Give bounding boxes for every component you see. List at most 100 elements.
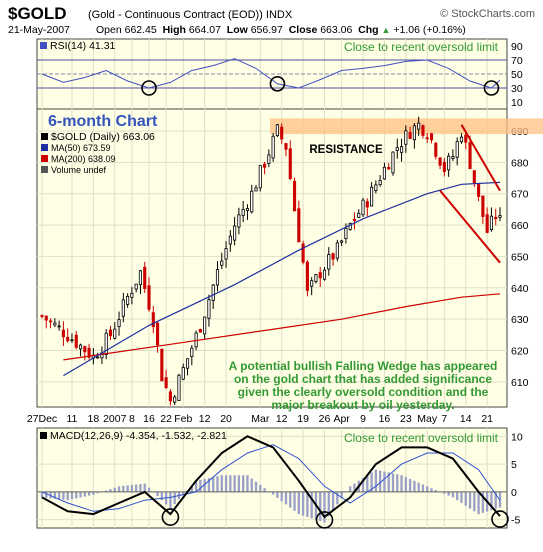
candle-body bbox=[288, 148, 292, 180]
ticker-symbol: $GOLD bbox=[8, 4, 67, 23]
legend-swatch bbox=[41, 166, 48, 173]
axis-layer: 27Dec 11 18 2007 8 16 22 Feb 12 20 Mar 12 19 26 Apr 9 16… bbox=[27, 413, 493, 425]
rsi-tick-label: 10 bbox=[511, 97, 523, 109]
candle-body bbox=[185, 358, 190, 369]
candle-body bbox=[494, 216, 498, 220]
macd-histogram-bar bbox=[160, 491, 164, 501]
candle-body bbox=[138, 270, 143, 286]
candle-body bbox=[177, 374, 181, 401]
candle-body bbox=[233, 225, 237, 241]
price-panel bbox=[36, 108, 508, 408]
rsi-oversold-circle bbox=[483, 80, 500, 96]
annotation-line-2: on the gold chart that has added signifi… bbox=[234, 372, 492, 386]
macd-histogram-bar bbox=[477, 491, 480, 515]
macd-histogram-bar bbox=[207, 478, 211, 492]
candle-body bbox=[404, 130, 408, 145]
candle-body bbox=[121, 299, 125, 317]
candle-body bbox=[434, 142, 438, 157]
candle-body bbox=[70, 339, 74, 342]
macd-tick-label: 5 bbox=[511, 459, 517, 471]
candle-body bbox=[207, 299, 211, 319]
candle-body bbox=[224, 248, 228, 260]
rsi-line bbox=[41, 58, 501, 89]
candle-body bbox=[241, 208, 245, 216]
candle-body bbox=[271, 135, 275, 159]
x-tick-label: 11 bbox=[67, 413, 78, 425]
macd-histogram-bar bbox=[96, 491, 99, 494]
x-tick-label: 7 bbox=[441, 413, 447, 425]
candle-body bbox=[87, 347, 91, 358]
candle-body bbox=[468, 142, 472, 169]
candle-body bbox=[297, 208, 301, 243]
x-tick-label: 26 bbox=[319, 413, 331, 425]
macd-tick-label: 0 bbox=[511, 487, 517, 499]
candle-body bbox=[96, 356, 100, 359]
macd-histogram-bar bbox=[396, 474, 399, 492]
chg-arrow-icon: ▲ bbox=[381, 25, 391, 35]
candle-body bbox=[464, 134, 468, 143]
macd-oversold-circle bbox=[315, 511, 334, 529]
candle-body bbox=[211, 284, 215, 301]
stockcharts-credit: © StockCharts.com bbox=[440, 8, 535, 20]
macd-histogram-bar bbox=[271, 491, 275, 495]
macd-histogram-bar bbox=[336, 491, 339, 505]
macd-histogram-bar bbox=[378, 470, 382, 492]
macd-histogram-bar bbox=[361, 478, 365, 492]
candle-body bbox=[190, 347, 194, 357]
rsi-tick-label: 90 bbox=[511, 41, 523, 53]
candle-body bbox=[173, 396, 177, 403]
macd-histogram-bar bbox=[143, 483, 146, 492]
macd-histogram-bar bbox=[199, 479, 202, 492]
x-tick-label: 12 bbox=[276, 413, 288, 425]
macd-histogram-bar bbox=[263, 488, 266, 492]
macd-histogram-bar bbox=[233, 475, 236, 492]
x-tick-label: 14 bbox=[460, 413, 472, 425]
rsi-tick-label: 30 bbox=[511, 83, 523, 95]
candle-body bbox=[147, 285, 151, 310]
macd-tick-label: 10 bbox=[511, 431, 523, 443]
price-tick-label: 640 bbox=[511, 283, 529, 295]
candle-body bbox=[156, 322, 160, 346]
candle-body bbox=[130, 292, 134, 298]
rsi-legend-swatch bbox=[40, 42, 47, 49]
macd-histogram-bar bbox=[481, 491, 485, 513]
macd-title: MACD(12,26,9) -4.354, -1.532, -2.821 bbox=[40, 430, 227, 442]
x-tick-label: 23 bbox=[400, 413, 412, 425]
high-value: 664.07 bbox=[188, 24, 221, 36]
candle-body bbox=[48, 320, 53, 323]
macd-layer: 10 5 0 -5 bbox=[37, 431, 523, 529]
candle-body bbox=[228, 235, 232, 245]
rsi-oversold-circle bbox=[141, 80, 157, 96]
macd-legend-swatch bbox=[40, 432, 47, 439]
candle-body bbox=[472, 170, 476, 184]
rsi-oversold-circle bbox=[269, 76, 286, 92]
macd-histogram-bar bbox=[259, 484, 262, 492]
candle-body bbox=[429, 133, 434, 141]
annotation-line-4: major breakout by oil yesterday. bbox=[271, 398, 454, 412]
price-tick-label: 610 bbox=[511, 377, 529, 389]
price-tick-label: 670 bbox=[511, 189, 529, 201]
macd-histogram-bar bbox=[306, 491, 309, 517]
macd-histogram-bar bbox=[494, 491, 497, 509]
candle-body bbox=[108, 329, 113, 337]
candle-body bbox=[357, 212, 361, 218]
candle-body bbox=[425, 137, 429, 140]
macd-histogram-bar bbox=[53, 491, 57, 499]
macd-histogram-bar bbox=[156, 491, 159, 497]
x-tick-label: 12 bbox=[199, 413, 211, 425]
x-tick-label: 16 bbox=[143, 413, 155, 425]
candle-body bbox=[220, 260, 224, 266]
x-tick-label: 16 bbox=[379, 413, 391, 425]
candle-body bbox=[382, 166, 386, 180]
x-tick-label: 21 bbox=[481, 413, 493, 425]
macd-histogram-bar bbox=[117, 486, 121, 492]
candle-body bbox=[459, 136, 464, 143]
x-tick-label: 22 bbox=[160, 413, 172, 425]
candle-body bbox=[365, 201, 369, 208]
legend-entry: $GOLD (Daily) 663.06 bbox=[51, 131, 155, 143]
candle-body bbox=[481, 195, 485, 217]
macd-histogram-bar bbox=[464, 491, 467, 506]
candle-body bbox=[498, 215, 502, 218]
